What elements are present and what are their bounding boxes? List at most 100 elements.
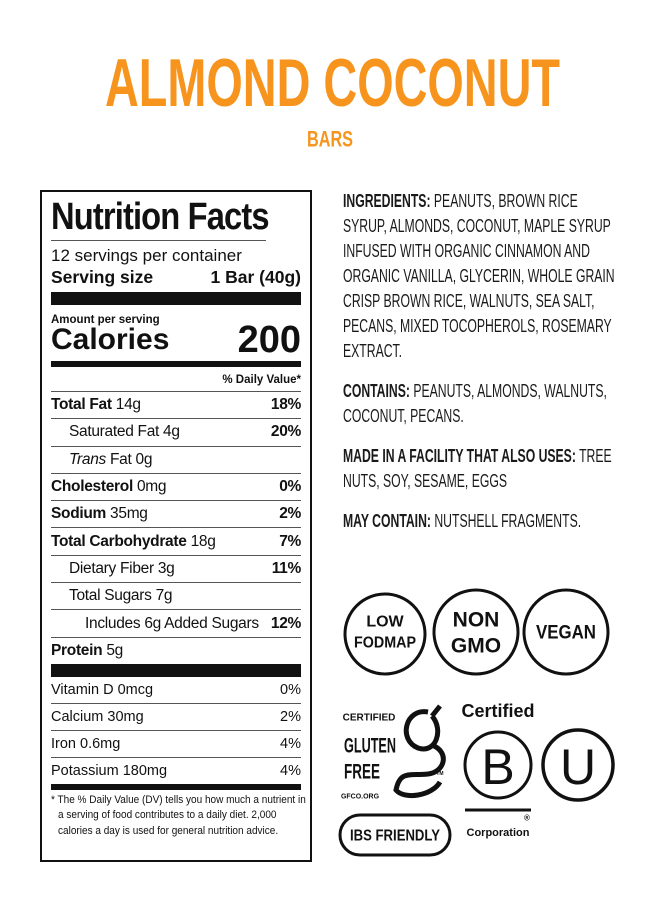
badge-text: VEGAN [536, 623, 596, 644]
nf-title: Nutrition Facts [51, 192, 270, 241]
nutrient-row: Includes 6g Added Sugars 12% [51, 609, 301, 636]
element: Total Fat 14g [51, 396, 141, 414]
statement: CONTAINS: PEANUTS, ALMONDS, WALNUTS, COC… [343, 378, 624, 428]
nutrient-label: Total Sugars [69, 587, 152, 605]
element: Dietary Fiber 3g [69, 560, 175, 578]
badge-text: LOW [366, 614, 404, 631]
nutrient-label: Cholesterol [51, 478, 133, 496]
ibs-text: IBS FRIENDLY [350, 828, 440, 845]
statement: MAY CONTAIN: NUTSHELL FRAGMENTS. [343, 508, 624, 533]
statement: INGREDIENTS: PEANUTS, BROWN RICE SYRUP, … [343, 188, 624, 363]
nutrient-label: Sodium [51, 505, 107, 523]
nutrient-label: Dietary Fiber [69, 559, 154, 577]
element: Trans Fat 0g [69, 451, 152, 469]
nutrient-dv: 12% [270, 614, 301, 632]
vitamin-row: Iron 0.6mg 4% [51, 729, 301, 757]
element: Protein 5g [51, 642, 123, 660]
bcorp-registered: ® [524, 814, 530, 823]
nutrient-label: Protein [51, 641, 103, 659]
statement-label: CONTAINS: [343, 380, 410, 401]
bcorp-letter: B [481, 739, 514, 795]
element: LOW FODMAP NON GMO VEGAN CERTIFIED GLUTE… [341, 609, 596, 845]
statement-text: PEANUTS, BROWN RICE SYRUP, ALMONDS, COCO… [343, 190, 615, 361]
vegan-circle [522, 588, 610, 676]
nutrient-amount: 3g [157, 559, 175, 577]
calories-value: 200 [237, 318, 301, 361]
thick-rule [51, 663, 301, 677]
nutrient-row: Saturated Fat 4g 20% [51, 418, 301, 445]
nutrient-label: Saturated Fat [69, 423, 160, 441]
ibs-frame [338, 813, 452, 857]
vitamin-dv: 2% [280, 708, 301, 725]
nutrient-row: Cholesterol 0mg 0% [51, 472, 301, 500]
vitamin-dv: 4% [280, 762, 301, 779]
serving-size-value: 1 Bar (40g) [210, 266, 301, 287]
nutrient-label: Total Carbohydrate [51, 532, 187, 550]
vitamin-dv: 4% [280, 735, 301, 752]
element: Total Sugars 7g [69, 587, 173, 605]
product-subtitle: BARS [307, 127, 353, 152]
dv-header: % Daily Value* [222, 374, 301, 386]
statement-text: PEANUTS, ALMONDS, WALNUTS, COCONUT, PECA… [343, 380, 607, 426]
statement: MADE IN A FACILITY THAT ALSO USES: TREE … [343, 443, 624, 493]
serving-size-label: Serving size [51, 266, 154, 287]
serving-size-row: Serving size 1 Bar (40g) [51, 265, 301, 289]
vitamin-label: Potassium 180mg [51, 762, 168, 779]
gluten-tm: TM [436, 771, 443, 777]
medium-rule [51, 783, 301, 790]
gluten-text: FREE [344, 761, 380, 784]
badge-text: GMO [451, 635, 501, 658]
vitamin-label: Iron 0.6mg [51, 735, 121, 752]
vitamin-label: Calcium 30mg [51, 708, 144, 725]
nutrient-amount: 18g [190, 532, 216, 550]
nutrient-row: Dietary Fiber 3g 11% [51, 554, 301, 582]
thick-rule [51, 292, 301, 305]
nutrient-dv: 20% [270, 423, 301, 441]
statement-label: MAY CONTAIN: [343, 510, 431, 531]
bcorp-bottom: Corporation [467, 827, 530, 839]
nutrient-amount: 7g [155, 587, 173, 605]
vitamin-row: Vitamin D 0mcg 0% [51, 677, 301, 703]
nutrient-row: Total Carbohydrate 18g 7% [51, 527, 301, 554]
vitamin-label: Vitamin D 0mcg [51, 681, 154, 698]
statements: INGREDIENTS: PEANUTS, BROWN RICE SYRUP, … [343, 188, 624, 548]
element: Cholesterol 0mg [51, 478, 167, 496]
statement-text: TREE NUTS, SOY, SESAME, EGGS [343, 445, 612, 491]
nutrient-row: Total Sugars 7g [51, 582, 301, 609]
bcorp-circle [463, 730, 533, 800]
nutrient-label: Total Fat [51, 396, 112, 414]
badge-outlines [338, 588, 615, 857]
calories-label: Calories [51, 323, 170, 356]
gmo-circle [432, 588, 520, 676]
gluten-certified: CERTIFIED [343, 713, 396, 724]
nutrient-dv: 7% [279, 532, 301, 550]
nutrient-row: Sodium 35mg 2% [51, 500, 301, 527]
nutrient-amount: 5g [106, 641, 123, 659]
nutrient-label-italic: Trans [69, 450, 106, 468]
element: Sodium 35mg [51, 505, 148, 523]
nutrient-row: Protein 5g [51, 636, 301, 664]
badge-text: NON [453, 609, 500, 632]
medium-rule [51, 361, 301, 367]
nutrient-label: Includes 6g Added Sugars [85, 614, 259, 632]
nutrient-amount: 4g [163, 423, 180, 441]
vitamin-dv: 0% [280, 681, 301, 698]
bcorp-top: Certified [461, 701, 534, 721]
statement-text: NUTSHELL FRAGMENTS. [434, 510, 582, 531]
amount-per-serving: Amount per serving [51, 314, 160, 326]
product-title: ALMOND COCONUT [105, 45, 560, 121]
badge-text: FODMAP [354, 635, 416, 652]
gluten-site: GFCO.ORG [341, 794, 380, 801]
statement-label: MADE IN A FACILITY THAT ALSO USES: [343, 445, 576, 466]
nutrient-row: Trans Fat 0g [51, 445, 301, 473]
vitamins: Vitamin D 0mcg 0% Calcium 30mg 2% Iron 0.6… [51, 677, 301, 784]
statement-label: INGREDIENTS: [343, 190, 431, 211]
nutrient-amount: 14g [115, 396, 141, 414]
vitamin-row: Calcium 30mg 2% [51, 702, 301, 730]
nutrient-dv: 0% [279, 478, 301, 496]
nutrient-dv: 2% [279, 505, 301, 523]
nutrient-dv: 18% [270, 396, 301, 414]
fodmap-circle [343, 592, 427, 676]
nutrient-amount: 0g [135, 450, 153, 468]
